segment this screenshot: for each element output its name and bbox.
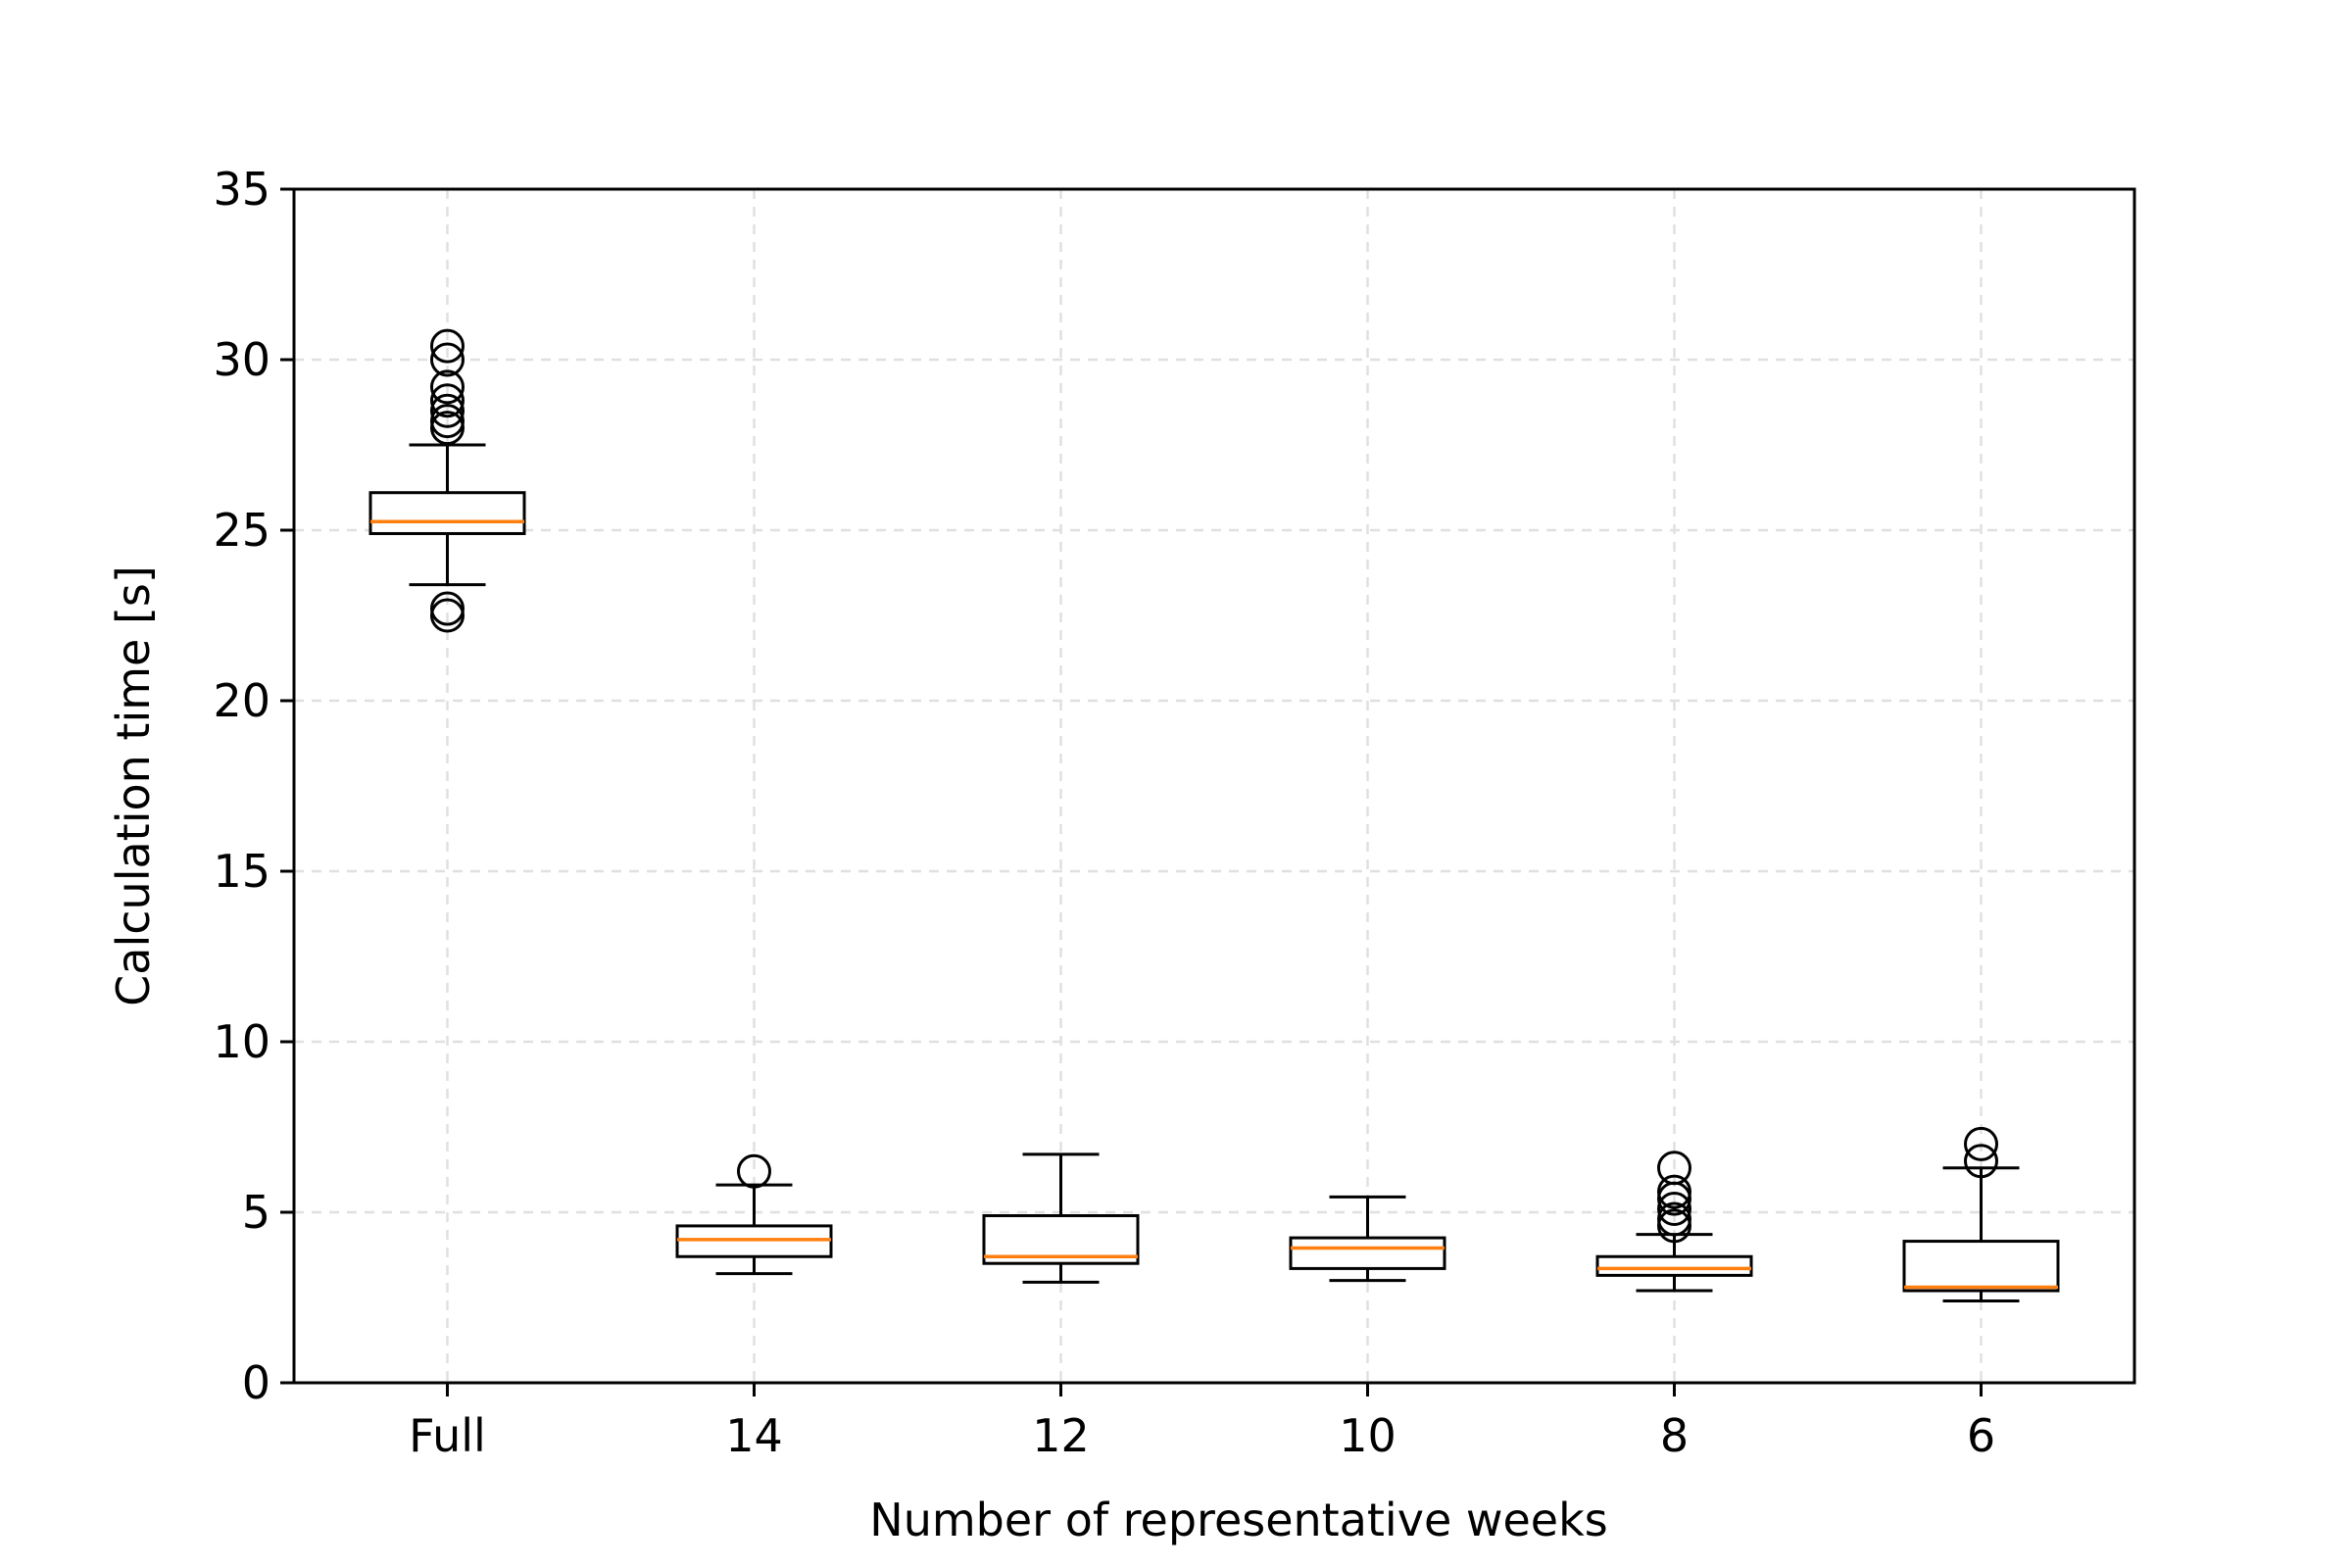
y-tick-label: 5 — [242, 1186, 270, 1239]
x-tick-label: 12 — [1032, 1409, 1090, 1462]
box-10 — [1289, 1195, 1446, 1283]
outlier-point — [1657, 1201, 1691, 1237]
x-axis: Full 14 12 10 8 6 — [409, 1383, 1995, 1462]
outlier-point — [1657, 1151, 1691, 1186]
outlier-point — [1964, 1144, 1998, 1179]
box-12 — [982, 1152, 1140, 1284]
outlier-point — [1657, 1174, 1691, 1209]
x-axis-label: Number of representative weeks — [869, 1494, 1607, 1546]
box-8 — [1595, 1151, 1753, 1293]
y-tick-label: 25 — [213, 504, 270, 557]
outlier-point — [430, 342, 465, 377]
outlier-point — [430, 328, 465, 364]
box-series — [368, 328, 2060, 1302]
y-tick-label: 10 — [213, 1015, 270, 1068]
plot-frame — [292, 187, 2136, 1385]
outlier-point — [430, 383, 465, 418]
x-tick-label: Full — [409, 1409, 486, 1462]
outlier-point — [430, 393, 465, 428]
box-14 — [675, 1153, 833, 1276]
box-iqr — [1289, 1236, 1446, 1270]
grid-lines — [294, 187, 2134, 1385]
x-tick-label: 10 — [1339, 1409, 1396, 1462]
x-tick-label: 8 — [1660, 1409, 1689, 1462]
y-tick-label: 0 — [242, 1356, 270, 1409]
outlier-point — [430, 404, 465, 439]
x-tick-label: 14 — [725, 1409, 783, 1462]
box-6 — [1902, 1126, 2060, 1302]
outlier-point — [1964, 1126, 1998, 1161]
y-tick-label: 15 — [213, 845, 270, 898]
box-iqr — [1595, 1254, 1753, 1277]
outlier-point — [737, 1153, 771, 1189]
y-tick-label: 30 — [213, 333, 270, 386]
outlier-point — [1657, 1192, 1691, 1227]
box-iqr — [1902, 1240, 2060, 1293]
box-iqr — [368, 491, 526, 535]
x-tick-label: 6 — [1967, 1409, 1995, 1462]
outlier-point — [430, 591, 465, 626]
outlier-point — [430, 369, 465, 405]
y-tick-label: 20 — [213, 674, 270, 727]
y-axis-label: Calculation time [s] — [107, 565, 160, 1006]
y-tick-label: 35 — [213, 163, 270, 216]
y-axis: 0 5 10 15 20 25 30 35 — [213, 163, 294, 1409]
box-Full — [368, 328, 526, 633]
